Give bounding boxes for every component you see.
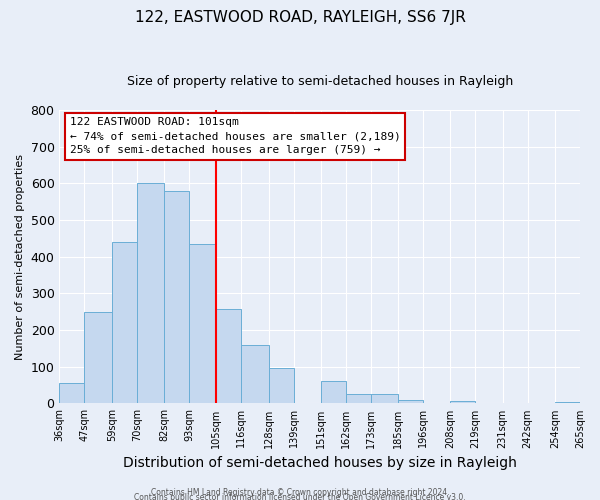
Bar <box>321 382 346 404</box>
Bar <box>112 242 137 404</box>
Bar <box>346 394 371 404</box>
Bar <box>371 394 398 404</box>
Bar <box>85 312 112 404</box>
X-axis label: Distribution of semi-detached houses by size in Rayleigh: Distribution of semi-detached houses by … <box>123 456 517 470</box>
Title: Size of property relative to semi-detached houses in Rayleigh: Size of property relative to semi-detach… <box>127 75 513 88</box>
Bar <box>216 309 241 404</box>
Bar <box>59 382 85 404</box>
Bar <box>164 190 189 404</box>
Bar <box>189 244 216 404</box>
Text: 122 EASTWOOD ROAD: 101sqm
← 74% of semi-detached houses are smaller (2,189)
25% : 122 EASTWOOD ROAD: 101sqm ← 74% of semi-… <box>70 118 401 156</box>
Bar <box>398 400 423 404</box>
Text: Contains public sector information licensed under the Open Government Licence v3: Contains public sector information licen… <box>134 493 466 500</box>
Y-axis label: Number of semi-detached properties: Number of semi-detached properties <box>15 154 25 360</box>
Bar <box>241 344 269 404</box>
Bar <box>269 368 293 404</box>
Bar <box>451 401 475 404</box>
Text: Contains HM Land Registry data © Crown copyright and database right 2024.: Contains HM Land Registry data © Crown c… <box>151 488 449 497</box>
Bar <box>137 184 164 404</box>
Bar <box>555 402 580 404</box>
Text: 122, EASTWOOD ROAD, RAYLEIGH, SS6 7JR: 122, EASTWOOD ROAD, RAYLEIGH, SS6 7JR <box>134 10 466 25</box>
